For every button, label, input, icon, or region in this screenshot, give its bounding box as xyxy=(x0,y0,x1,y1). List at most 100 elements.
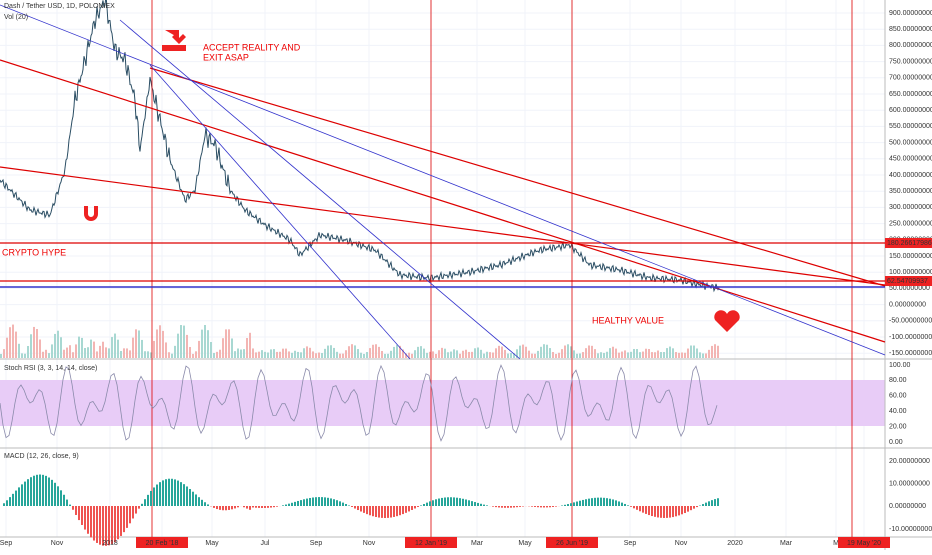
macd-bar xyxy=(258,506,260,508)
macd-bar xyxy=(288,504,290,506)
volume-bar xyxy=(195,351,197,358)
volume-bar xyxy=(90,340,92,358)
macd-bar xyxy=(66,500,68,506)
volume-bar xyxy=(615,349,617,358)
stoch-label: 60.00 xyxy=(889,393,907,400)
volume-bar xyxy=(678,353,680,358)
volume-bar xyxy=(582,352,584,358)
macd-bar xyxy=(162,480,164,506)
macd-bar xyxy=(222,506,224,510)
volume-bar xyxy=(225,329,227,358)
volume-bar xyxy=(198,341,200,358)
macd-bar xyxy=(717,498,719,506)
macd-bar xyxy=(45,476,47,506)
macd-bar xyxy=(153,487,155,506)
macd-bar xyxy=(120,506,122,536)
macd-bar xyxy=(345,504,347,506)
volume-bar xyxy=(597,353,599,358)
macd-bar xyxy=(318,497,320,506)
volume-bar xyxy=(279,352,281,358)
macd-bar xyxy=(249,506,251,510)
volume-bar xyxy=(666,348,668,358)
macd-bar xyxy=(123,506,125,532)
macd-bar xyxy=(615,500,617,506)
volume-bar xyxy=(627,352,629,358)
volume-bar xyxy=(492,353,494,358)
volume-bar xyxy=(84,348,86,358)
stoch-title: Stoch RSI (3, 3, 14, 14, close) xyxy=(4,365,97,372)
macd-bar xyxy=(90,506,92,537)
volume-bar xyxy=(384,354,386,358)
volume-bar xyxy=(483,354,485,358)
macd-bar xyxy=(213,506,215,508)
macd-bar xyxy=(660,506,662,518)
volume-bar xyxy=(375,344,377,358)
macd-label: 0.00000000 xyxy=(889,503,926,510)
volume-bar xyxy=(522,345,524,358)
volume-bar xyxy=(177,334,179,358)
macd-bar xyxy=(426,503,428,506)
macd-label: 10.00000000 xyxy=(889,481,930,488)
volume-bar xyxy=(249,333,251,358)
macd-bar xyxy=(183,484,185,506)
macd-bar xyxy=(114,506,116,542)
time-label: Nov xyxy=(363,540,376,547)
macd-bar xyxy=(705,503,707,506)
macd-bar xyxy=(93,506,95,541)
volume-bar xyxy=(414,350,416,358)
macd-bar xyxy=(60,490,62,506)
volume-bar xyxy=(57,331,59,358)
volume-bar xyxy=(636,349,638,358)
price-label: 550.00000000 xyxy=(889,123,932,130)
time-label: 12 Jan '19 xyxy=(415,540,447,547)
volume-bar xyxy=(180,325,182,358)
volume-bar xyxy=(471,352,473,358)
macd-bar xyxy=(552,506,554,507)
volume-bar xyxy=(63,350,65,358)
macd-bar xyxy=(510,506,512,508)
macd-bar xyxy=(372,506,374,516)
volume-bar xyxy=(633,349,635,358)
volume-bar xyxy=(480,350,482,358)
volume-bar xyxy=(102,342,104,358)
volume-bar xyxy=(573,350,575,358)
volume-bar xyxy=(6,338,8,358)
volume-bar xyxy=(486,352,488,358)
volume-bar xyxy=(561,349,563,358)
macd-bar xyxy=(300,500,302,506)
volume-bar xyxy=(24,354,26,358)
macd-bar xyxy=(228,506,230,510)
macd-bar xyxy=(201,500,203,506)
volume-bar xyxy=(444,349,446,358)
macd-bar xyxy=(495,506,497,507)
macd-bar xyxy=(420,505,422,506)
volume-bar xyxy=(702,353,704,358)
macd-bar xyxy=(447,497,449,506)
volume-bar xyxy=(33,327,35,358)
volume-bar xyxy=(612,347,614,358)
symbol: Dash / Tether USD, 1D, POLONIEX xyxy=(4,3,115,10)
volume-bar xyxy=(378,347,380,358)
macd-bar xyxy=(198,497,200,506)
volume-bar xyxy=(498,346,500,358)
macd-bar xyxy=(24,482,26,506)
volume-bar xyxy=(174,346,176,358)
macd-bar xyxy=(585,499,587,506)
macd-bar xyxy=(315,497,317,506)
volume-bar xyxy=(237,348,239,358)
macd-bar xyxy=(135,506,137,514)
macd-bar xyxy=(375,506,377,517)
macd-label: 20.00000000 xyxy=(889,458,930,465)
macd-bar xyxy=(606,498,608,506)
macd-bar xyxy=(156,485,158,506)
macd-bar xyxy=(225,506,227,510)
volume-bar xyxy=(711,346,713,358)
macd-bar xyxy=(588,499,590,506)
macd-bar xyxy=(513,506,515,507)
volume-bar xyxy=(369,348,371,358)
macd-bar xyxy=(339,501,341,506)
volume-bar xyxy=(495,348,497,358)
volume-bar xyxy=(213,353,215,358)
volume-bar xyxy=(234,351,236,358)
